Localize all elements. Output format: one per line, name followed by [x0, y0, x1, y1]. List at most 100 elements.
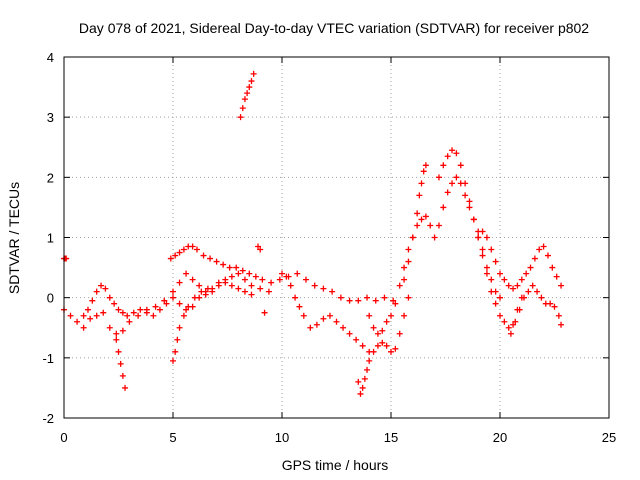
data-point — [292, 294, 299, 301]
data-point — [483, 264, 490, 271]
data-point — [479, 228, 486, 235]
data-point — [185, 303, 192, 310]
data-point — [527, 264, 534, 271]
data-point — [435, 174, 442, 181]
data-point — [444, 189, 451, 196]
data-point — [102, 285, 109, 292]
data-point — [379, 327, 386, 334]
data-point — [172, 252, 179, 259]
data-point — [311, 282, 318, 289]
data-point — [536, 246, 543, 253]
data-point — [505, 282, 512, 289]
data-point — [340, 324, 347, 331]
data-point — [353, 336, 360, 343]
data-point — [523, 270, 530, 277]
data-point — [497, 270, 503, 277]
data-point — [119, 309, 126, 316]
data-point — [170, 294, 176, 301]
data-point — [143, 309, 150, 316]
data-point — [189, 276, 196, 283]
data-point — [122, 384, 129, 391]
x-tick-label: 0 — [60, 430, 67, 445]
data-point — [544, 252, 551, 259]
data-point — [381, 294, 388, 301]
data-point — [364, 366, 371, 373]
data-point — [409, 234, 416, 241]
data-point — [396, 282, 403, 289]
series-track-l — [435, 147, 525, 331]
data-point — [492, 300, 499, 307]
data-point — [449, 147, 456, 154]
data-point — [196, 282, 203, 289]
data-point — [366, 312, 373, 319]
data-point — [507, 330, 514, 337]
data-point — [390, 297, 397, 304]
data-point — [520, 294, 527, 301]
data-point — [388, 312, 394, 319]
data-point — [294, 270, 301, 277]
data-point — [137, 306, 144, 313]
data-point — [283, 273, 290, 280]
data-point — [320, 315, 327, 322]
data-point — [431, 234, 438, 241]
data-point — [228, 273, 235, 280]
data-point — [87, 315, 94, 322]
data-point — [215, 282, 222, 289]
data-point — [204, 285, 211, 292]
data-point — [505, 324, 512, 331]
data-point — [483, 234, 490, 241]
series-track-a — [61, 270, 272, 337]
data-point — [200, 252, 207, 259]
data-point — [126, 318, 133, 325]
data-point — [150, 312, 157, 319]
data-point — [444, 153, 451, 160]
data-point — [420, 168, 427, 175]
data-point — [534, 288, 541, 295]
data-point — [370, 324, 377, 331]
data-point — [416, 192, 423, 199]
data-point — [551, 303, 558, 310]
data-point — [183, 306, 190, 313]
data-point — [80, 312, 87, 319]
data-point — [466, 198, 473, 205]
data-point — [529, 282, 536, 289]
data-point — [547, 300, 554, 307]
data-point — [366, 357, 373, 364]
data-point — [355, 378, 362, 385]
data-point — [401, 264, 408, 271]
data-point — [261, 309, 268, 316]
data-point — [418, 180, 425, 187]
x-tick-label: 10 — [275, 430, 289, 445]
data-point — [241, 276, 248, 283]
series-track-n — [507, 282, 565, 337]
y-tick-label: 3 — [47, 110, 54, 125]
data-point — [401, 276, 408, 283]
data-point — [497, 312, 503, 319]
data-point — [235, 285, 242, 292]
data-point — [246, 270, 253, 277]
y-tick-label: 1 — [47, 231, 54, 246]
data-point — [252, 273, 259, 280]
data-point — [359, 384, 366, 391]
series-track-m — [475, 228, 565, 292]
data-point — [329, 288, 336, 295]
data-point — [396, 330, 403, 337]
axis-ticks: 0 5 10 15 20 25 -2 -1 0 1 2 3 4 — [42, 50, 616, 445]
data-point — [364, 294, 371, 301]
data-point — [388, 348, 394, 355]
data-point — [115, 348, 122, 355]
data-point — [241, 288, 248, 295]
data-point — [213, 258, 220, 265]
data-point — [250, 70, 257, 77]
data-point — [510, 321, 517, 328]
data-point — [276, 276, 283, 283]
y-tick-label: -2 — [42, 411, 54, 426]
data-point — [453, 174, 460, 181]
data-point — [307, 324, 314, 331]
data-point — [501, 318, 508, 325]
data-point — [466, 204, 473, 211]
data-point — [163, 300, 170, 307]
data-point — [361, 375, 368, 382]
data-point — [198, 288, 205, 295]
data-point — [488, 288, 495, 295]
